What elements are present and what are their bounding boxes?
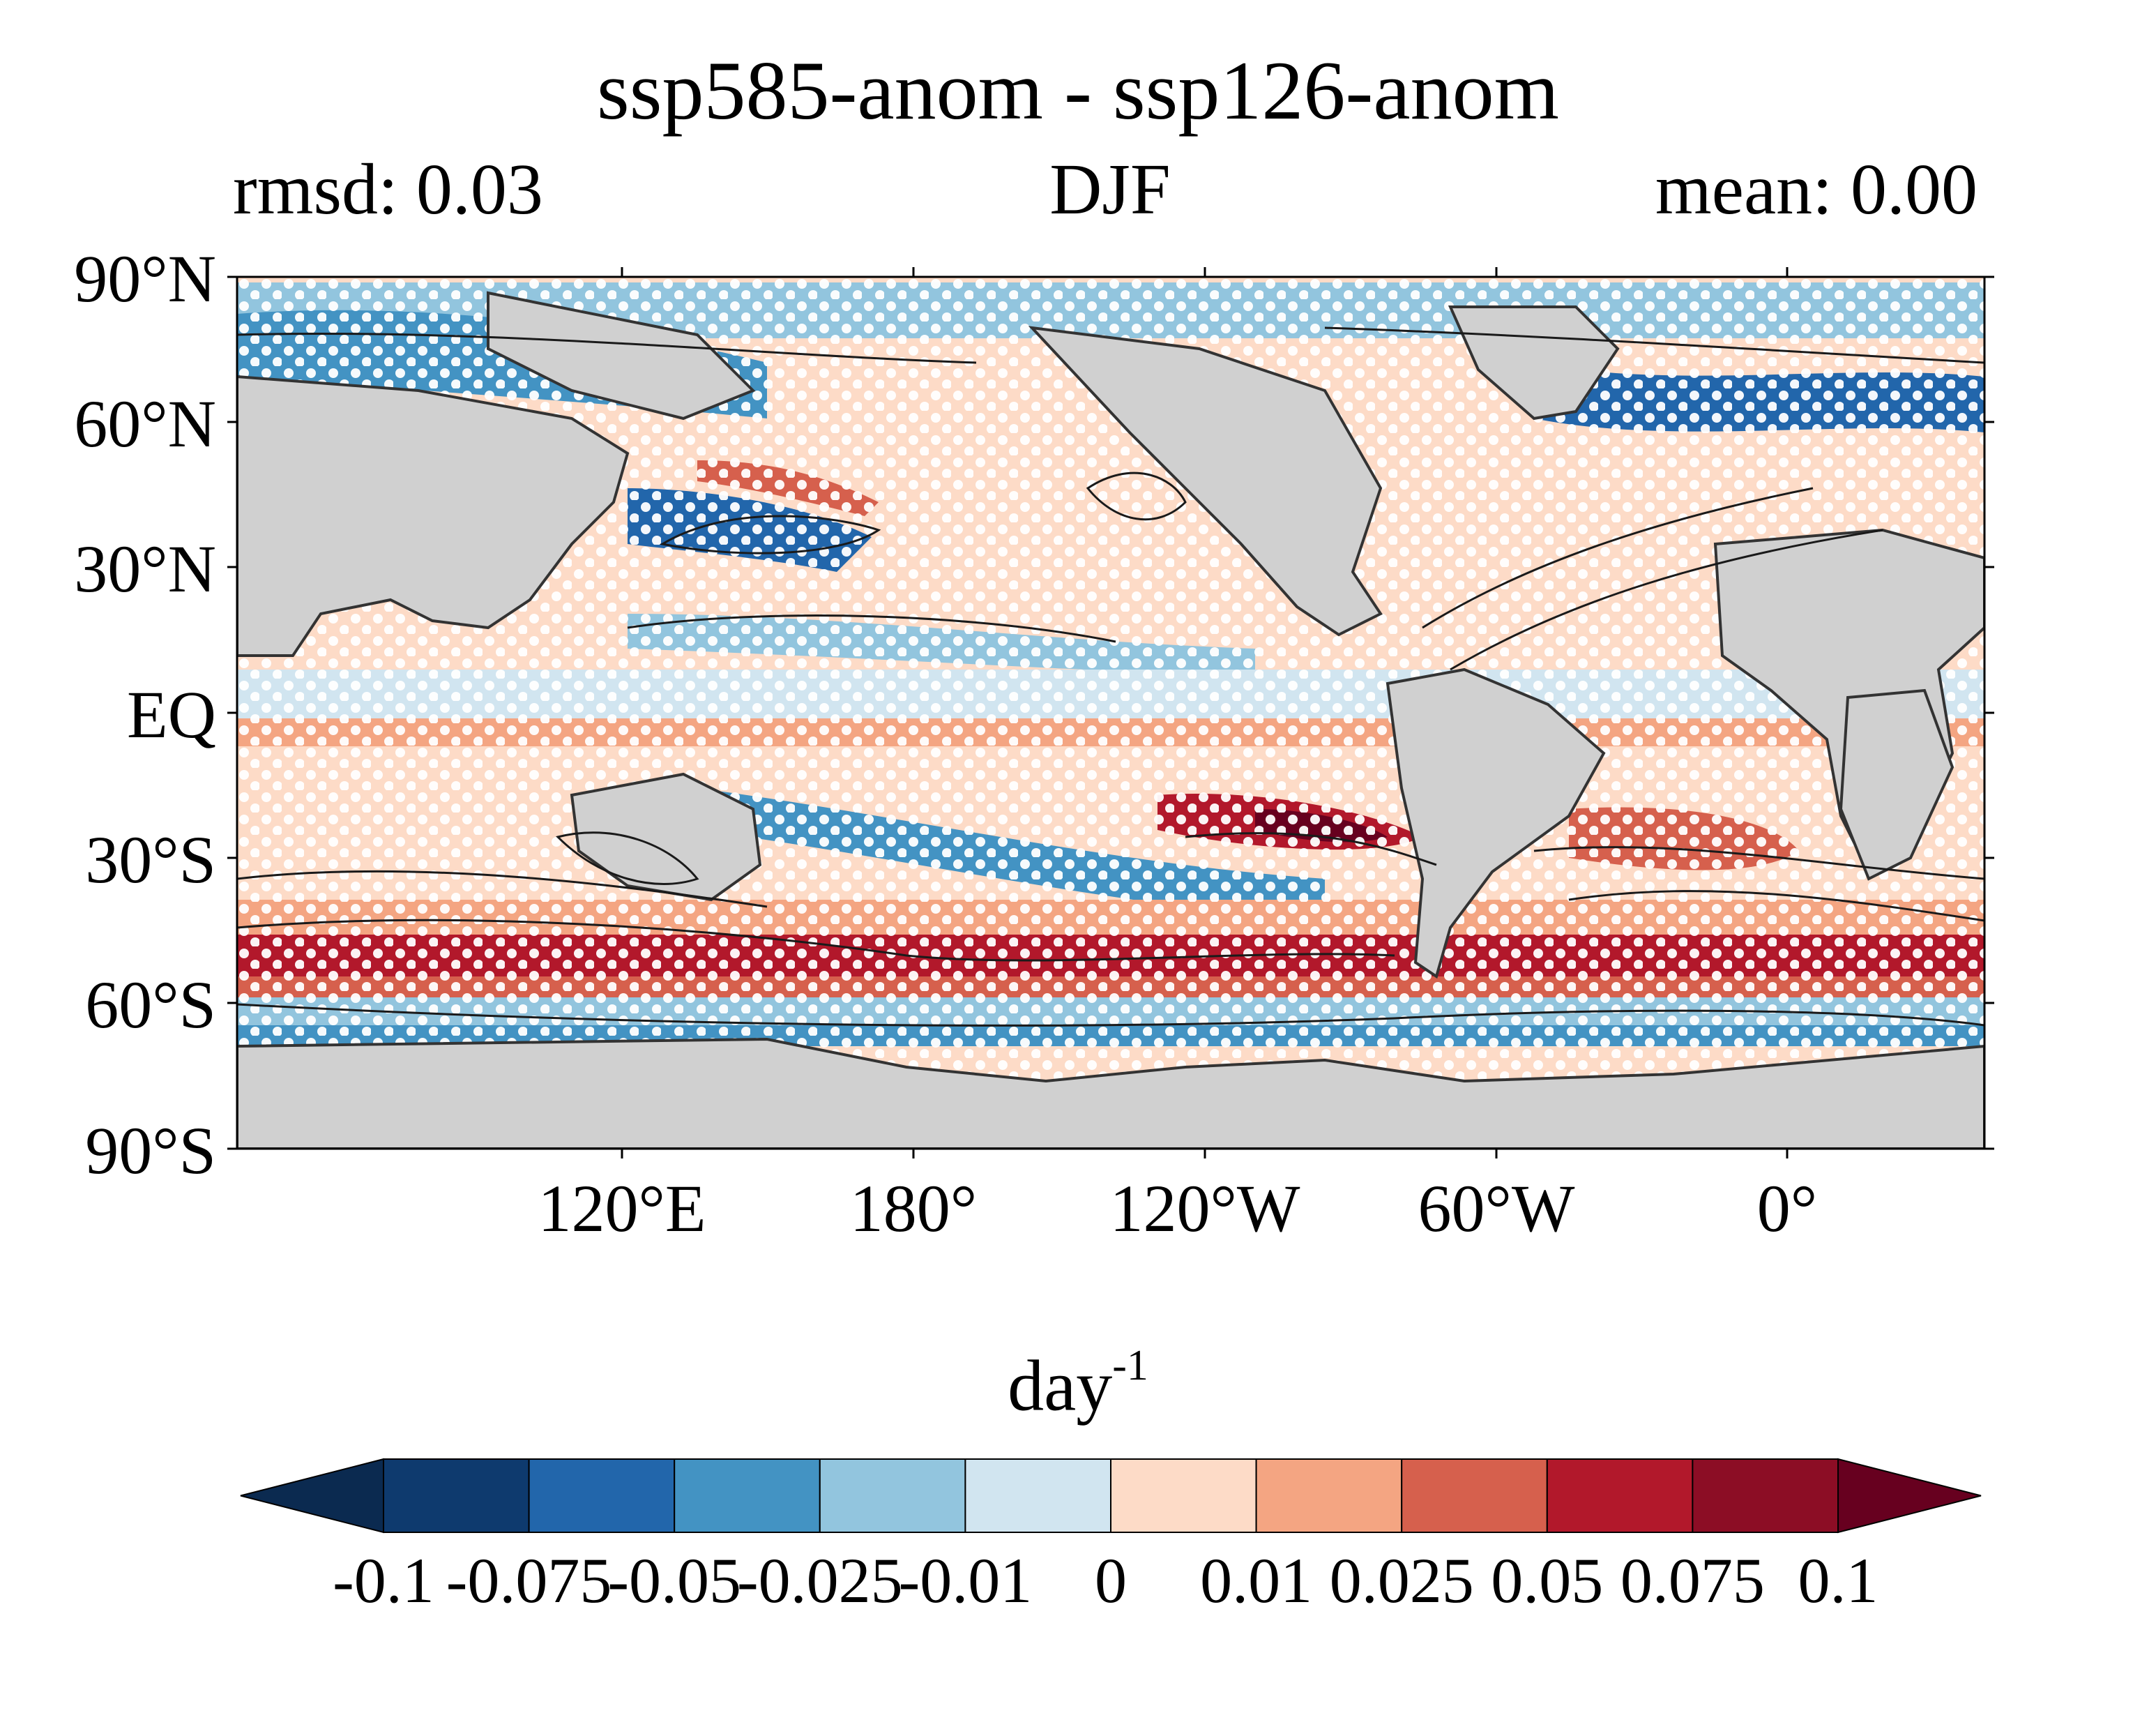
land-north-america	[1028, 326, 1383, 637]
contour-line	[1450, 529, 1883, 671]
colorbar-extend-min	[240, 1458, 384, 1534]
land	[237, 291, 1984, 1149]
land-africa-south	[1839, 688, 1954, 881]
colorbar-tick-label: 0.05	[1491, 1545, 1603, 1616]
contour-line	[237, 332, 977, 364]
contour-line	[1324, 326, 1984, 364]
contour-line	[237, 870, 768, 908]
colorbar-swatch	[1110, 1458, 1257, 1533]
contour-line	[1086, 471, 1187, 521]
y-tick-label: 60°N	[74, 386, 216, 461]
colorbar-swatch	[1546, 1458, 1694, 1533]
colorbar-swatch	[674, 1458, 821, 1533]
contour-line	[237, 919, 1395, 962]
contour-line	[556, 831, 699, 885]
x-tick-label: 0°	[1757, 1171, 1817, 1246]
y-tick-label: 30°S	[85, 822, 216, 897]
contour-line	[237, 1003, 1984, 1027]
land-asia-north	[487, 291, 756, 421]
axis-ticks	[227, 267, 1994, 1158]
y-tick-label: 60°S	[85, 967, 216, 1042]
y-tick-label: 30°N	[74, 531, 216, 606]
colorbar-swatch	[1401, 1458, 1548, 1533]
contour-line	[1533, 846, 1984, 880]
colorbar-swatch	[964, 1458, 1112, 1533]
land-south-america	[1386, 667, 1606, 979]
colorbar-swatch	[528, 1458, 676, 1533]
land-australia	[570, 772, 762, 902]
contour-lines	[237, 326, 1984, 1027]
contour-line	[1185, 832, 1437, 866]
contour-line	[1568, 890, 1984, 922]
colorbar-swatch	[1255, 1458, 1403, 1533]
mean-label: mean: 0.00	[1655, 149, 1977, 229]
rmsd-label: rmsd: 0.03	[233, 149, 543, 229]
colorbar-swatch	[383, 1458, 530, 1533]
land-eurasia	[237, 375, 630, 657]
season-label: DJF	[1049, 149, 1171, 229]
colorbar-tick-label: -0.01	[899, 1545, 1033, 1616]
colorbar-tick-label: -0.075	[446, 1545, 612, 1616]
colorbar-tick-label: -0.025	[737, 1545, 903, 1616]
x-tick-label: 60°W	[1418, 1171, 1575, 1246]
x-tick-label: 120°W	[1110, 1171, 1300, 1246]
colorbar-tick-label: 0.1	[1798, 1545, 1878, 1616]
map-area	[237, 277, 1984, 1149]
colorbar-swatch	[819, 1458, 966, 1533]
colorbar: -0.1 -0.075-0.05-0.025-0.01 0 0.01 0.025 0.05…	[240, 1458, 1982, 1616]
x-tick-label: 120°E	[538, 1171, 706, 1246]
x-tick-label: 180°	[850, 1171, 977, 1246]
colorbar-tick-label: -0.1	[333, 1545, 434, 1616]
map-title: ssp585-anom - ssp126-anom	[597, 44, 1559, 137]
contour-line	[627, 614, 1116, 643]
colorbar-unit: day-1	[0, 1344, 2156, 1423]
land-antarctica	[237, 1037, 1984, 1149]
unit-base: day	[1008, 1345, 1113, 1426]
y-tick-label: 90°S	[85, 1113, 216, 1188]
colorbar-tick-label: -0.05	[607, 1545, 741, 1616]
y-tick-label: EQ	[127, 677, 216, 752]
colorbar-tick-label: 0.075	[1620, 1545, 1765, 1616]
colorbar-tick-label: 0.025	[1330, 1545, 1474, 1616]
contour-line	[659, 515, 881, 554]
unit-exponent: -1	[1112, 1342, 1148, 1389]
colorbar-swatch	[1692, 1458, 1839, 1533]
y-tick-label: 90°N	[74, 241, 216, 316]
colorbar-tick-label: 0.01	[1200, 1545, 1312, 1616]
colorbar-extend-max	[1837, 1458, 1982, 1534]
colorbar-tick-label: 0	[1095, 1545, 1127, 1616]
contour-line	[1422, 487, 1814, 629]
